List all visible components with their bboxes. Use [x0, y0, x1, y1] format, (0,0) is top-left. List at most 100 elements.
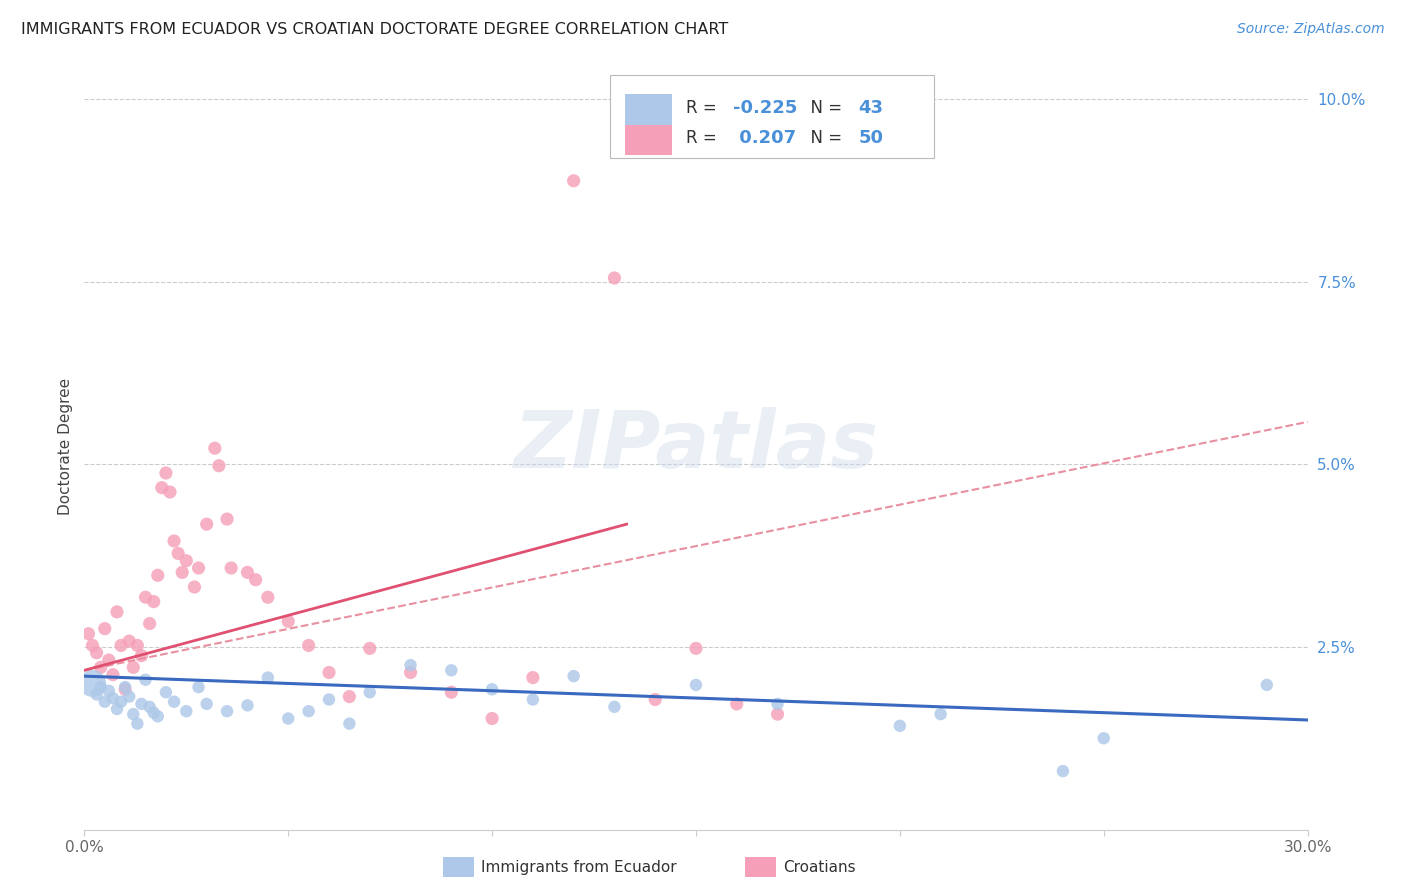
Point — [217, 512, 239, 526]
Point — [889, 719, 911, 733]
Point — [644, 692, 666, 706]
Point — [122, 707, 145, 722]
Point — [277, 615, 299, 629]
Text: 43: 43 — [859, 99, 883, 117]
Point — [1256, 678, 1278, 692]
Point — [603, 271, 626, 285]
Text: N =: N = — [800, 99, 848, 117]
Text: IMMIGRANTS FROM ECUADOR VS CROATIAN DOCTORATE DEGREE CORRELATION CHART: IMMIGRANTS FROM ECUADOR VS CROATIAN DOCT… — [21, 22, 728, 37]
FancyBboxPatch shape — [610, 76, 935, 158]
Point — [127, 716, 149, 731]
Point — [114, 680, 136, 694]
Point — [101, 691, 124, 706]
Point — [603, 699, 626, 714]
Point — [440, 685, 463, 699]
Point — [685, 641, 707, 656]
Point — [298, 704, 321, 718]
Point — [257, 591, 280, 605]
Point — [339, 690, 361, 704]
Point — [685, 678, 707, 692]
Point — [118, 634, 141, 648]
Point — [766, 697, 789, 711]
Point — [97, 683, 120, 698]
Point — [142, 706, 165, 720]
Point — [163, 533, 186, 548]
Point — [93, 695, 115, 709]
Point — [155, 685, 177, 699]
Point — [159, 485, 181, 500]
Text: R =: R = — [686, 99, 723, 117]
Point — [118, 690, 141, 704]
Point — [122, 660, 145, 674]
Point — [131, 648, 153, 663]
Y-axis label: Doctorate Degree: Doctorate Degree — [58, 377, 73, 515]
Point — [82, 639, 104, 653]
Point — [522, 671, 544, 685]
Point — [399, 658, 422, 673]
Point — [142, 594, 165, 608]
Point — [481, 682, 503, 697]
Point — [257, 671, 280, 685]
Point — [146, 709, 169, 723]
Point — [187, 561, 209, 575]
Point — [77, 626, 100, 640]
Text: N =: N = — [800, 129, 848, 147]
Point — [318, 692, 340, 706]
Text: Croatians: Croatians — [783, 860, 856, 874]
Point — [204, 441, 226, 455]
Point — [174, 704, 197, 718]
Point — [172, 566, 194, 580]
Point — [929, 707, 952, 722]
Point — [195, 697, 218, 711]
Point — [82, 676, 104, 690]
Text: 0.207: 0.207 — [733, 129, 796, 147]
Point — [127, 639, 149, 653]
Point — [86, 646, 108, 660]
Point — [236, 566, 259, 580]
Point — [562, 174, 585, 188]
Text: -0.225: -0.225 — [733, 99, 797, 117]
Point — [440, 663, 463, 677]
Text: 50: 50 — [859, 129, 883, 147]
Point — [562, 669, 585, 683]
Point — [138, 699, 160, 714]
Point — [135, 673, 157, 687]
Point — [110, 639, 132, 653]
Point — [86, 687, 108, 701]
Point — [522, 692, 544, 706]
Point — [217, 704, 239, 718]
Point — [155, 466, 177, 480]
Point — [135, 591, 157, 605]
Point — [339, 716, 361, 731]
Point — [93, 622, 115, 636]
Point — [187, 680, 209, 694]
Point — [219, 561, 242, 575]
Point — [1092, 731, 1115, 746]
Point — [245, 573, 267, 587]
Point — [1052, 764, 1074, 778]
Point — [195, 517, 218, 532]
Point — [110, 695, 132, 709]
Point — [298, 639, 321, 653]
Point — [183, 580, 205, 594]
Bar — [626, 125, 672, 155]
Point — [277, 712, 299, 726]
Point — [105, 605, 128, 619]
Point — [359, 641, 381, 656]
Point — [481, 712, 503, 726]
Point — [208, 458, 231, 473]
Point — [236, 698, 259, 713]
Text: ZIPatlas: ZIPatlas — [513, 407, 879, 485]
Point — [163, 695, 186, 709]
Point — [725, 697, 748, 711]
Text: R =: R = — [686, 129, 723, 147]
Point — [101, 667, 124, 681]
Bar — [626, 94, 672, 125]
Point — [138, 616, 160, 631]
Point — [399, 665, 422, 680]
Point — [146, 568, 169, 582]
Point — [766, 707, 789, 722]
Point — [174, 554, 197, 568]
Point — [318, 665, 340, 680]
Text: Immigrants from Ecuador: Immigrants from Ecuador — [481, 860, 676, 874]
